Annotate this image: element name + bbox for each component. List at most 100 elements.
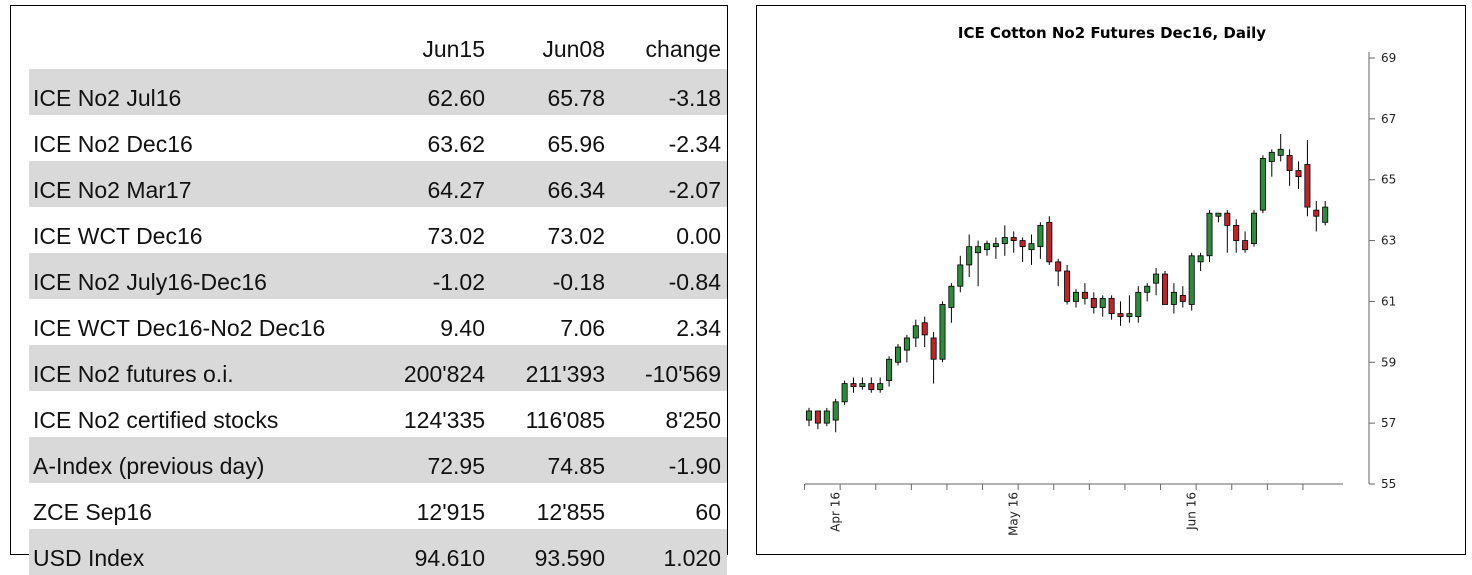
cell-jun08: 73.02 [547, 223, 605, 249]
cell-change: 8'250 [665, 407, 721, 433]
table-row: ICE WCT Dec16-No2 Dec16 9.40 7.06 2.34 [29, 299, 727, 345]
candle-body [1313, 209, 1320, 217]
y-tick-label: 63 [1381, 234, 1396, 248]
row-label: ZCE Sep16 [33, 499, 152, 525]
candle-body [806, 410, 813, 421]
row-label: ICE WCT Dec16-No2 Dec16 [33, 315, 326, 341]
table-row: ICE No2 futures o.i. 200'824 211'393 -10'56… [29, 345, 727, 391]
candle-body [1259, 158, 1266, 211]
row-label: ICE No2 Mar17 [29, 161, 373, 207]
cell-jun15: 63.62 [427, 131, 485, 157]
candle-body [930, 337, 937, 360]
cell-change: -1.90 [607, 437, 727, 483]
y-tick-label: 55 [1381, 477, 1396, 491]
cell-change: -2.07 [607, 161, 727, 207]
cell-change: 2.34 [676, 315, 721, 341]
candle-body [1188, 255, 1195, 305]
candle-body [1064, 270, 1071, 302]
x-tick-label: Jun 16 [1185, 492, 1199, 531]
candle-body [966, 246, 973, 266]
chart-title: ICE Cotton No2 Futures Dec16, Daily [958, 24, 1266, 42]
row-label: ICE No2 certified stocks [33, 407, 279, 433]
row-label: USD Index [29, 529, 373, 575]
candle-body [1126, 313, 1133, 318]
cell-jun08: 12'855 [536, 499, 605, 525]
row-label: ICE No2 July16-Dec16 [29, 253, 373, 299]
candle-body [1117, 313, 1124, 318]
market-summary-panel: Jun15 Jun08 change ICE No2 Jul16 62.60 65.… [10, 5, 728, 575]
candle-body [1197, 255, 1204, 263]
candle-body [912, 325, 919, 339]
candle-body [1055, 261, 1062, 272]
header-label [29, 20, 373, 69]
candle-body [939, 304, 946, 360]
y-tick-label: 57 [1381, 416, 1396, 430]
candle-body [1072, 291, 1079, 302]
candlestick-chart: ICE Cotton No2 Futures Dec16, Daily 55 57… [804, 24, 1396, 536]
candle-body [1233, 224, 1240, 241]
cell-change: -2.34 [668, 131, 721, 157]
chart-panel: ICE Cotton No2 Futures Dec16, Daily 55 57… [756, 5, 1466, 555]
candle-body [814, 410, 821, 424]
candle-body [1144, 285, 1151, 293]
candle-body [832, 401, 839, 421]
candle-body [1135, 291, 1142, 318]
candle-body [1215, 212, 1222, 217]
candle-body [1099, 297, 1106, 308]
candle-body [1170, 291, 1177, 305]
candle-body [1028, 243, 1035, 251]
cell-jun08: 74.85 [487, 437, 607, 483]
cell-jun15: 94.610 [373, 529, 487, 575]
candle-body [1019, 240, 1026, 248]
cell-jun15: 124'335 [403, 407, 485, 433]
candle-body [823, 410, 830, 424]
cell-change: -3.18 [607, 69, 727, 115]
candle-body [1268, 151, 1275, 162]
row-label: ICE No2 futures o.i. [29, 345, 373, 391]
candle-body [886, 358, 893, 381]
cell-jun08: 65.78 [487, 69, 607, 115]
row-label: ICE WCT Dec16 [33, 223, 203, 249]
candle-body [894, 346, 901, 363]
cell-change: -10'569 [607, 345, 727, 391]
header-jun08: Jun08 [542, 36, 605, 62]
market-summary-table: Jun15 Jun08 change ICE No2 Jul16 62.60 65.… [29, 20, 727, 575]
cell-jun15: 64.27 [373, 161, 487, 207]
cell-jun08: -0.18 [487, 253, 607, 299]
candle-body [850, 383, 857, 388]
candle-body [1108, 297, 1115, 314]
candle-body [975, 246, 982, 254]
candle-body [1046, 221, 1053, 263]
table-row: A-Index (previous day) 72.95 74.85 -1.90 [29, 437, 727, 483]
cell-change: 1.020 [607, 529, 727, 575]
candle-body [1242, 240, 1249, 251]
cell-jun15: 200'824 [373, 345, 487, 391]
candle-body [1010, 237, 1017, 241]
cell-jun15: 9.40 [440, 315, 485, 341]
cell-jun08: 93.590 [487, 529, 607, 575]
cell-jun15: -1.02 [373, 253, 487, 299]
candle-body [1322, 206, 1329, 223]
candle-body [921, 322, 928, 336]
candle-body [1161, 273, 1168, 305]
candle-body [957, 264, 964, 287]
cell-change: -0.84 [607, 253, 727, 299]
cell-jun15: 62.60 [373, 69, 487, 115]
cell-jun08: 7.06 [560, 315, 605, 341]
table-row: ICE WCT Dec16 73.02 73.02 0.00 [29, 207, 727, 253]
cell-jun08: 65.96 [547, 131, 605, 157]
cell-jun08: 211'393 [487, 345, 607, 391]
table-row: ICE No2 July16-Dec16 -1.02 -0.18 -0.84 [29, 253, 727, 299]
candle-body [1250, 212, 1257, 245]
cell-jun15: 72.95 [373, 437, 487, 483]
header-change: change [645, 36, 721, 62]
cell-jun08: 66.34 [487, 161, 607, 207]
cell-change: 60 [695, 499, 721, 525]
candle-body [1090, 297, 1097, 308]
y-tick-label: 65 [1381, 173, 1396, 187]
candle-body [1179, 294, 1186, 302]
y-tick-label: 61 [1381, 294, 1396, 308]
candle-body [868, 383, 875, 391]
cell-jun08: 116'085 [525, 407, 605, 433]
candle-body [1224, 212, 1231, 226]
